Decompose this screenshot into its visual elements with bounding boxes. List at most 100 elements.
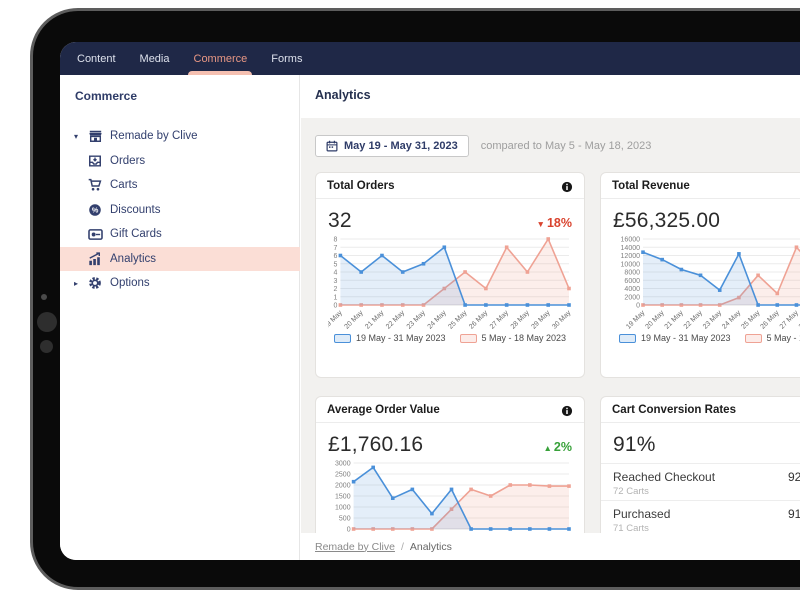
card-cart-conversion-rates: Cart Conversion Rates 91% Reached Checkout… (600, 396, 800, 533)
svg-text:%: % (92, 205, 99, 214)
svg-text:27 May: 27 May (779, 309, 800, 331)
card-title: Average Order Value (327, 403, 440, 416)
metric-value: £1,760.16 (328, 433, 424, 456)
card-header: Average Order Value (316, 397, 584, 423)
svg-text:25 May: 25 May (447, 309, 469, 331)
legend-swatch (744, 333, 762, 343)
sidebar-item-label: Orders (110, 154, 146, 167)
sidebar-item-gift-cards[interactable]: Gift Cards (60, 222, 300, 247)
svg-text:30 May: 30 May (551, 309, 573, 331)
sidebar-item-carts[interactable]: Carts (60, 173, 300, 198)
conversion-row-reached-checkout: Reached Checkout 72 Carts 92% (601, 463, 800, 500)
gear-icon (88, 276, 103, 291)
conversion-row-purchased: Purchased 71 Carts 91% (601, 500, 800, 533)
breadcrumb: Remade by Clive / Analytics (301, 533, 800, 560)
sidebar-item-orders[interactable]: Orders (60, 149, 300, 174)
arrow-up-icon: ▲ (543, 443, 552, 453)
date-range-label: May 19 - May 31, 2023 (344, 140, 458, 152)
svg-text:2000: 2000 (624, 294, 640, 301)
legend-item: 19 May - 31 May 2023 (333, 333, 446, 343)
svg-text:22 May: 22 May (683, 309, 705, 331)
conversion-label: Reached Checkout (613, 470, 716, 484)
legend-item: 5 May - 18 May 2023 (459, 333, 566, 343)
chevron-down-icon[interactable]: ▾ (74, 131, 79, 141)
svg-text:4000: 4000 (624, 286, 640, 293)
sidebar-heading: Commerce (75, 89, 138, 103)
sidebar-item-analytics[interactable]: Analytics (60, 246, 300, 271)
calendar-icon (326, 140, 338, 152)
page-title: Analytics (315, 88, 371, 102)
tab-content[interactable]: Content (75, 42, 118, 75)
svg-text:6000: 6000 (624, 278, 640, 285)
info-icon[interactable] (561, 180, 573, 192)
tab-forms[interactable]: Forms (269, 42, 304, 75)
svg-text:24 May: 24 May (721, 309, 743, 331)
legend-swatch (618, 333, 636, 343)
svg-text:3: 3 (333, 278, 337, 285)
svg-text:22 May: 22 May (385, 309, 407, 331)
svg-text:29 May: 29 May (530, 309, 552, 331)
change-percent: 2% (553, 440, 572, 454)
svg-text:1500: 1500 (335, 494, 351, 501)
card-header: Total Orders (316, 173, 584, 199)
change-badge: ▲ 2% (544, 440, 573, 454)
card-header: Total Revenue (601, 173, 800, 199)
legend-label: 19 May - 31 May 2023 (355, 333, 446, 343)
metric-row: 32 ▼ 18% (316, 203, 584, 233)
card-title: Total Orders (327, 179, 395, 192)
sidebar-tree: ▾ Remade by Clive Orders Carts% Discounts Gif… (60, 124, 300, 296)
sidebar-item-label: Gift Cards (110, 228, 162, 241)
tab-label: Commerce (193, 52, 248, 65)
change-percent: 18% (546, 216, 572, 230)
legend-item: 5 May - 18 May 2023 (744, 333, 800, 343)
top-nav-bar: Content Media Commerce Forms (60, 42, 800, 79)
store-icon (88, 129, 103, 144)
sidebar-item-label: Discounts (110, 203, 161, 216)
svg-text:21 May: 21 May (364, 309, 386, 331)
svg-text:8: 8 (333, 237, 337, 244)
breadcrumb-link[interactable]: Remade by Clive (315, 540, 395, 553)
sidebar-item-label: Carts (110, 179, 138, 192)
date-range-row: May 19 - May 31, 2023 compared to May 5 … (315, 135, 651, 157)
date-range-button[interactable]: May 19 - May 31, 2023 (315, 135, 469, 157)
metric-row: £56,325.00 (601, 203, 800, 233)
svg-text:5: 5 (333, 261, 337, 268)
tab-label: Media (139, 52, 170, 65)
svg-text:24 May: 24 May (427, 309, 449, 331)
sidebar-item-discounts[interactable]: % Discounts (60, 198, 300, 223)
sidebar-item-label: Analytics (110, 252, 157, 265)
svg-text:19 May: 19 May (625, 309, 647, 331)
compare-period-text: compared to May 5 - May 18, 2023 (480, 140, 652, 152)
info-icon[interactable] (561, 404, 573, 416)
svg-text:27 May: 27 May (489, 309, 511, 331)
svg-text:26 May: 26 May (759, 309, 781, 331)
svg-text:19 May: 19 May (328, 309, 344, 331)
svg-text:1: 1 (333, 294, 337, 301)
change-badge: ▼ 18% (537, 216, 572, 230)
svg-text:4: 4 (333, 270, 337, 277)
svg-text:20 May: 20 May (644, 309, 666, 331)
breadcrumb-separator: / (400, 540, 404, 553)
sidebar-item-options[interactable]: ▸ Options (60, 271, 300, 296)
sidebar-item-remade-by-clive[interactable]: ▾ Remade by Clive (60, 124, 300, 149)
tab-media[interactable]: Media (138, 42, 172, 75)
content-panel: May 19 - May 31, 2023 compared to May 5 … (301, 118, 800, 533)
tablet-camera-dot (41, 294, 47, 300)
svg-text:26 May: 26 May (468, 309, 490, 331)
tab-commerce[interactable]: Commerce (188, 42, 253, 79)
svg-text:7: 7 (333, 245, 337, 252)
card-title: Cart Conversion Rates (612, 403, 736, 416)
svg-text:6: 6 (333, 253, 337, 260)
card-title: Total Revenue (612, 179, 690, 192)
card-total-revenue: Total Revenue £56,325.00 0 2000 4000 6000 8000… (600, 172, 800, 378)
svg-text:0: 0 (333, 303, 337, 310)
svg-text:23 May: 23 May (702, 309, 724, 331)
conversion-cart-count: 71 Carts (613, 523, 649, 533)
app-screen: Content Media Commerce Forms Commerce ▾ Rema… (60, 42, 800, 560)
breadcrumb-current: Analytics (409, 540, 452, 553)
chevron-right-icon[interactable]: ▸ (74, 278, 79, 288)
